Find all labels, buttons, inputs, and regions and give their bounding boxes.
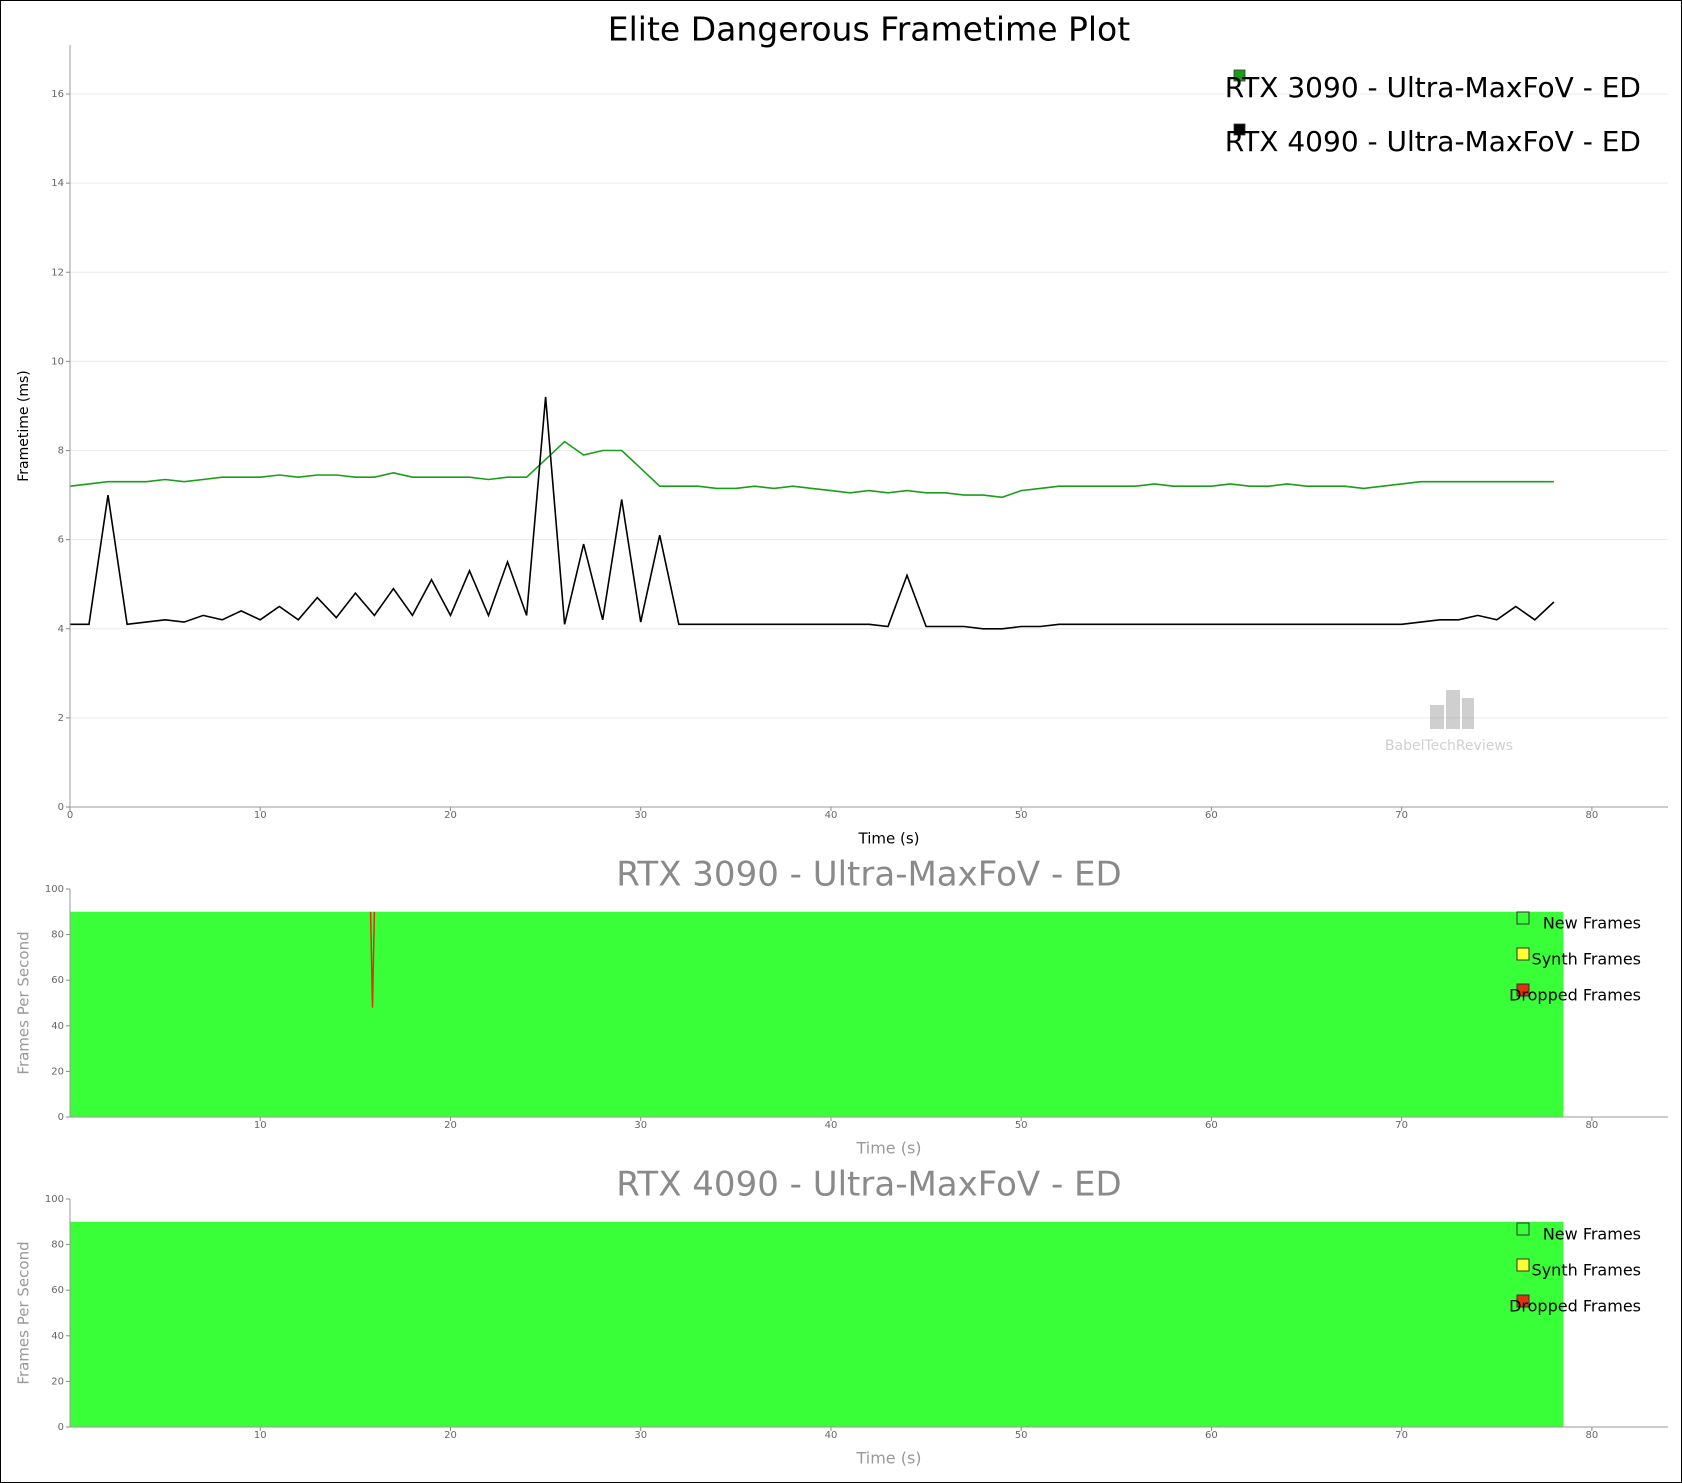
x-tick-label: 10 [254, 1120, 267, 1131]
watermark-icon [1430, 705, 1444, 729]
legend-label: Dropped Frames [1509, 986, 1641, 1005]
y-tick-label: 0 [58, 1422, 64, 1433]
y-tick-label: 80 [51, 930, 64, 941]
legend-label: New Frames [1543, 914, 1641, 933]
y-tick-label: 80 [51, 1240, 64, 1251]
y-tick-label: 16 [51, 89, 64, 100]
x-tick-label: 30 [634, 810, 647, 821]
y-axis-label: Frametime (ms) [16, 370, 32, 482]
chart-title: RTX 4090 - Ultra-MaxFoV - ED [616, 1165, 1121, 1205]
x-tick-label: 50 [1015, 1120, 1028, 1131]
y-tick-label: 20 [51, 1066, 64, 1077]
watermark-icon [1446, 690, 1460, 729]
y-axis-label: Frames Per Second [15, 1241, 33, 1384]
x-axis-label: Time (s) [855, 1139, 921, 1158]
legend-label: Synth Frames [1532, 1261, 1641, 1280]
y-tick-label: 100 [45, 884, 64, 895]
y-tick-label: 40 [51, 1021, 64, 1032]
y-tick-label: 2 [58, 713, 64, 724]
y-tick-label: 10 [51, 356, 64, 367]
y-tick-label: 4 [58, 624, 64, 635]
series-line [70, 396, 1555, 630]
x-axis-label: Time (s) [858, 830, 920, 848]
x-tick-label: 20 [444, 1120, 457, 1131]
y-tick-label: 14 [51, 178, 64, 189]
x-tick-label: 40 [825, 1120, 838, 1131]
legend-swatch [1233, 69, 1246, 82]
x-tick-label: 50 [1015, 810, 1028, 821]
legend-swatch [1516, 983, 1530, 997]
watermark-text: BabelTechReviews [1385, 738, 1513, 754]
legend-label: RTX 3090 - Ultra-MaxFoV - ED [1225, 71, 1641, 104]
y-tick-label: 12 [51, 267, 64, 278]
x-tick-label: 60 [1205, 1430, 1218, 1441]
x-tick-label: 70 [1395, 1120, 1408, 1131]
series-line [369, 911, 376, 1008]
x-tick-label: 60 [1205, 1120, 1218, 1131]
x-tick-label: 80 [1586, 1430, 1599, 1441]
chart-title: Elite Dangerous Frametime Plot [608, 10, 1130, 49]
y-tick-label: 8 [58, 446, 64, 457]
x-tick-label: 70 [1395, 810, 1408, 821]
legend-swatch [1516, 1222, 1530, 1236]
x-tick-label: 30 [634, 1430, 647, 1441]
y-tick-label: 0 [58, 802, 64, 813]
x-tick-label: 20 [444, 810, 457, 821]
legend-swatch [1233, 123, 1246, 136]
y-tick-label: 20 [51, 1376, 64, 1387]
legend-label: RTX 4090 - Ultra-MaxFoV - ED [1225, 125, 1641, 158]
x-tick-label: 70 [1395, 1430, 1408, 1441]
x-tick-label: 40 [825, 1430, 838, 1441]
y-axis-label: Frames Per Second [15, 931, 33, 1074]
legend-label: Synth Frames [1532, 950, 1641, 969]
legend-label: New Frames [1543, 1225, 1641, 1244]
x-tick-label: 80 [1586, 810, 1599, 821]
x-axis-label: Time (s) [855, 1449, 921, 1468]
x-tick-label: 10 [254, 1430, 267, 1441]
legend-label: Dropped Frames [1509, 1297, 1641, 1316]
y-tick-label: 0 [58, 1112, 64, 1123]
y-tick-label: 100 [45, 1194, 64, 1205]
y-tick-label: 60 [51, 975, 64, 986]
x-tick-label: 80 [1586, 1120, 1599, 1131]
legend-swatch [1516, 947, 1530, 961]
x-tick-label: 0 [67, 810, 73, 821]
legend-swatch [1516, 911, 1530, 925]
series-area [70, 911, 1564, 1117]
x-tick-label: 60 [1205, 810, 1218, 821]
series-line [69, 440, 1554, 499]
legend-swatch [1516, 1294, 1530, 1308]
watermark: BabelTechReviews [1385, 690, 1513, 754]
y-tick-label: 60 [51, 1285, 64, 1296]
series-area [70, 1221, 1564, 1427]
legend-swatch [1516, 1258, 1530, 1272]
x-tick-label: 50 [1015, 1430, 1028, 1441]
x-tick-label: 20 [444, 1430, 457, 1441]
x-tick-label: 40 [825, 810, 838, 821]
x-tick-label: 10 [254, 810, 267, 821]
watermark-icon [1462, 698, 1474, 729]
x-tick-label: 30 [634, 1120, 647, 1131]
y-tick-label: 6 [58, 535, 64, 546]
y-tick-label: 40 [51, 1331, 64, 1342]
chart-title: RTX 3090 - Ultra-MaxFoV - ED [616, 855, 1121, 895]
